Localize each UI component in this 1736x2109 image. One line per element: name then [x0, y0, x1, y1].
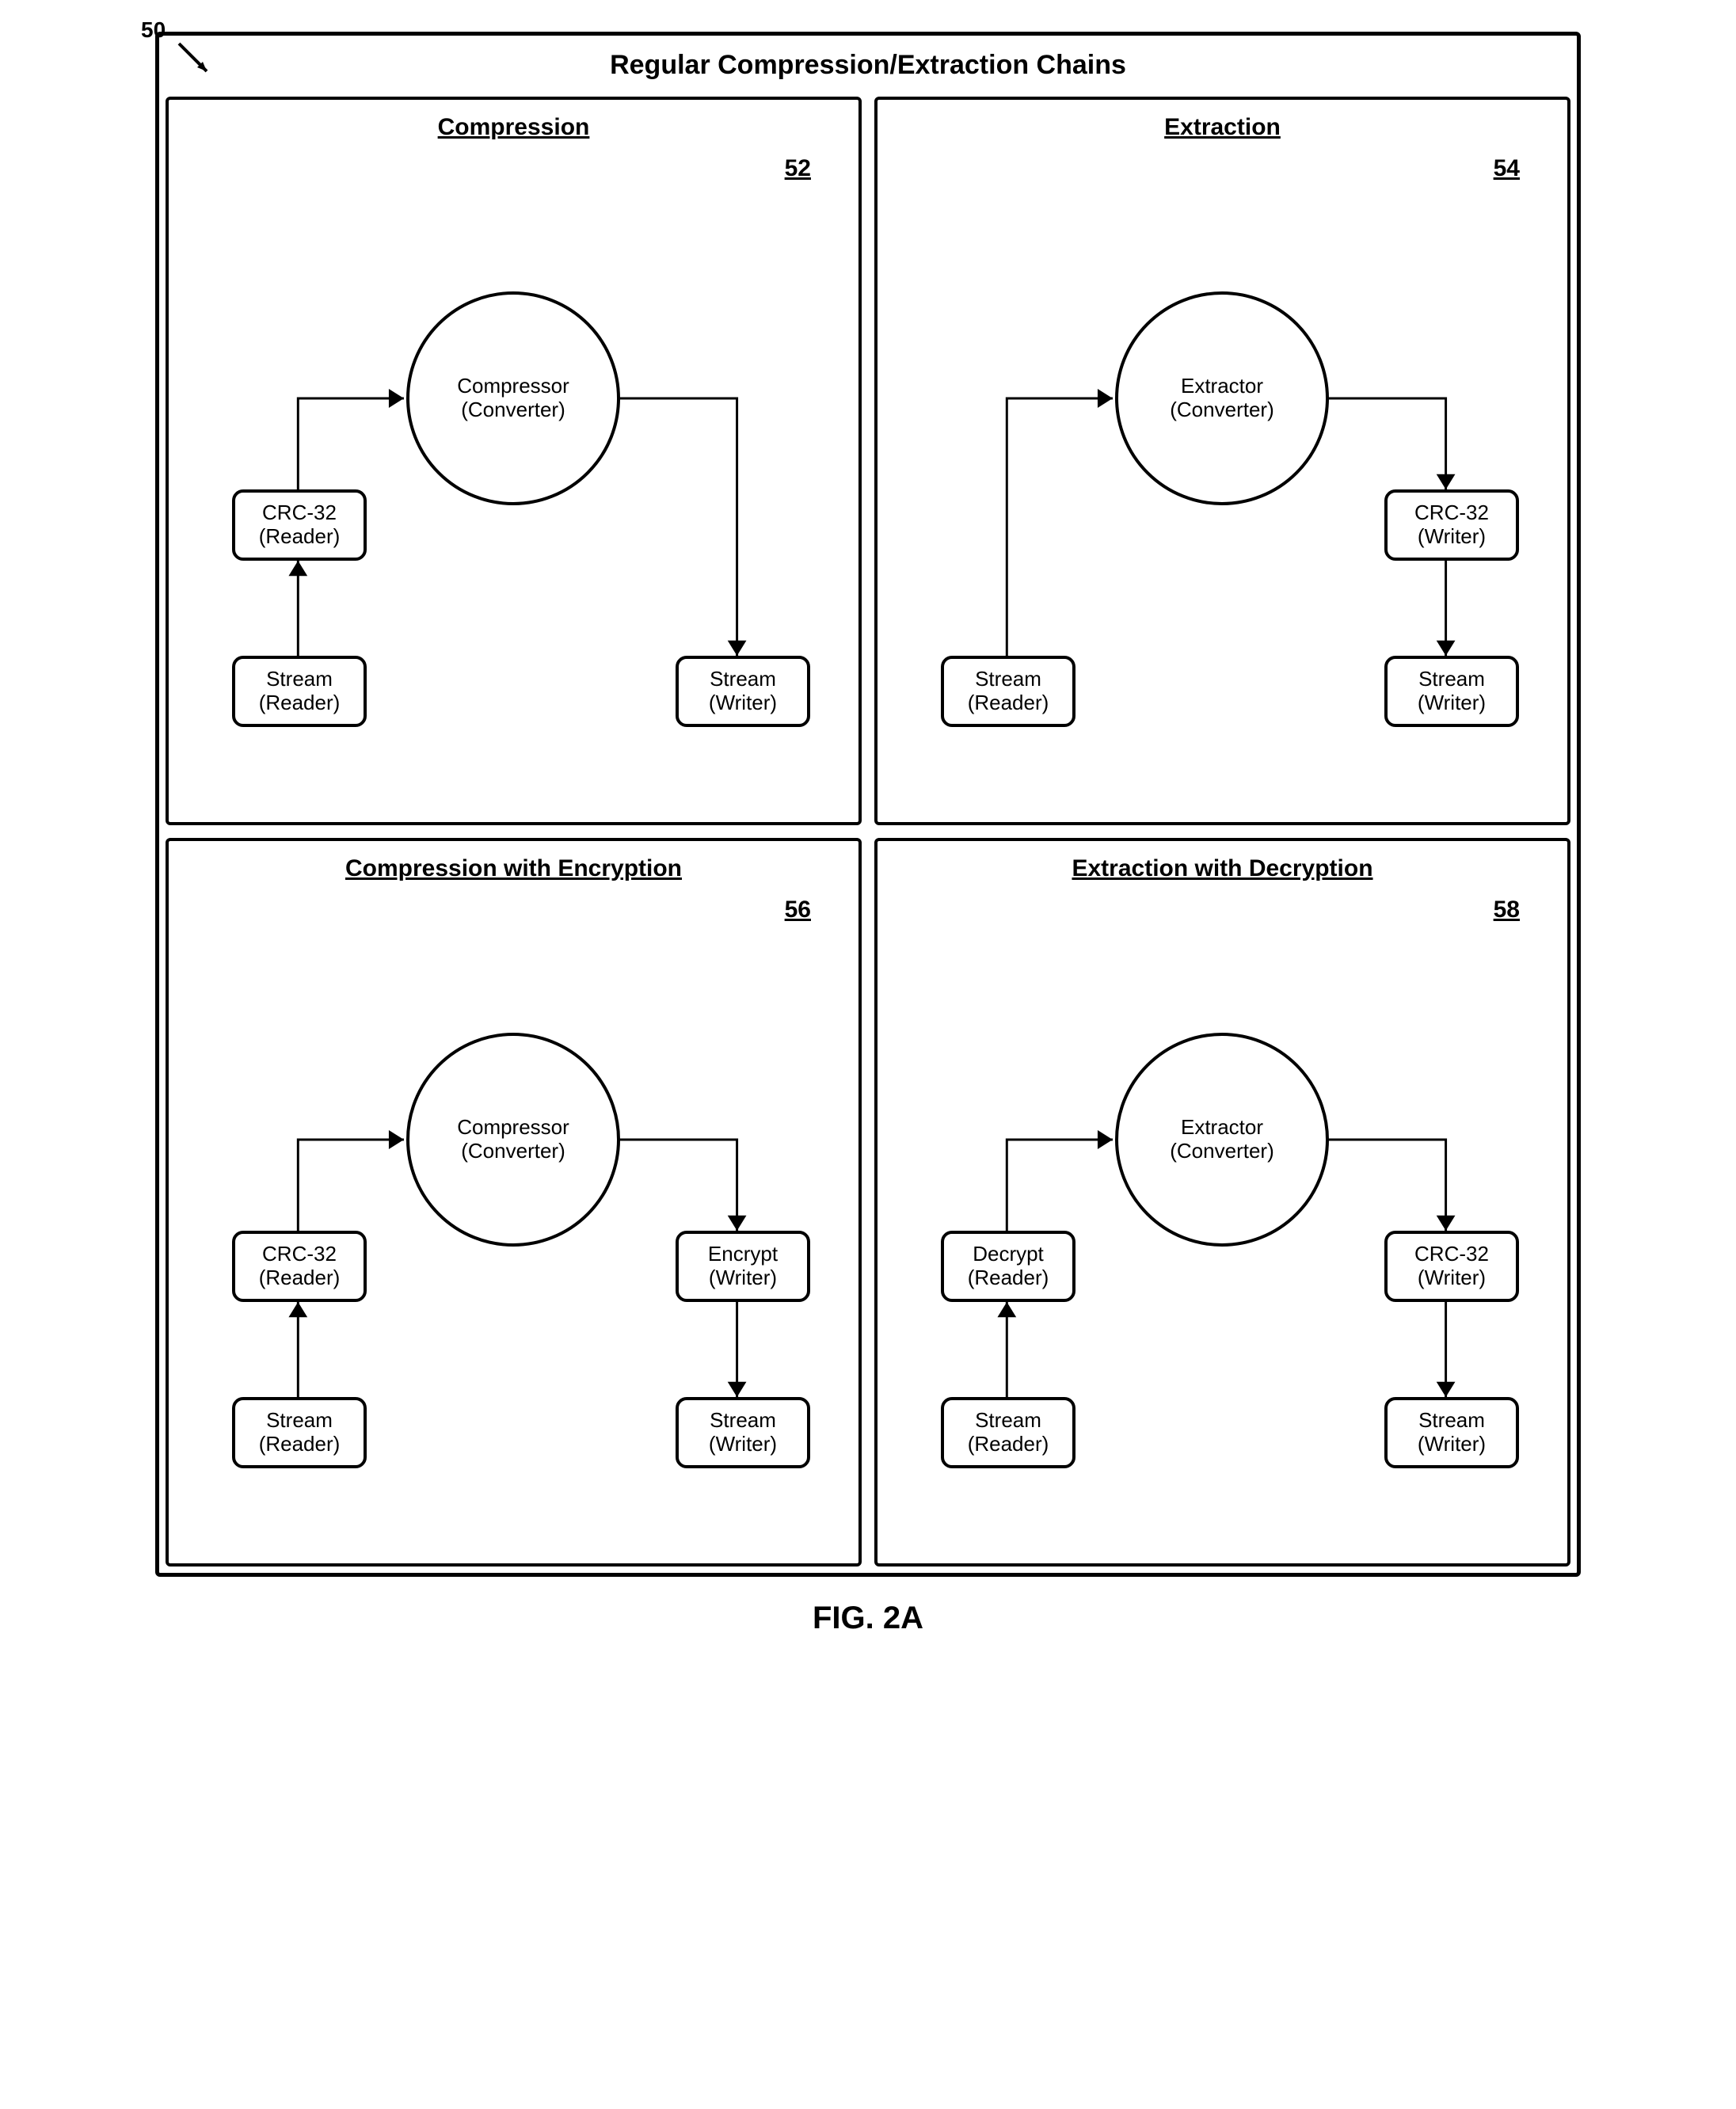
node-label-line1: CRC-32: [262, 1243, 337, 1266]
figure-caption: FIG. 2A: [155, 1601, 1581, 1636]
node-label-line1: Stream: [266, 1409, 333, 1433]
diagram-area: Stream (Reader) CRC-32 (Reader) Compress…: [169, 149, 858, 798]
node-extraction-decryption-dec: Decrypt (Reader): [941, 1231, 1075, 1302]
node-label-line2: (Writer): [1418, 1266, 1486, 1290]
node-label-line1: CRC-32: [262, 501, 337, 525]
node-label-line1: CRC-32: [1414, 1243, 1489, 1266]
node-label-line2: (Writer): [1418, 1433, 1486, 1456]
main-title: Regular Compression/Extraction Chains: [159, 36, 1577, 90]
node-label-line1: Stream: [710, 1409, 776, 1433]
panel-title: Compression with Encryption: [169, 855, 858, 882]
panel-title: Extraction: [878, 114, 1567, 141]
node-extraction-sw: Stream (Writer): [1384, 656, 1519, 727]
node-label-line1: Compressor: [457, 375, 569, 398]
node-compression-sw: Stream (Writer): [676, 656, 810, 727]
node-label-line2: (Writer): [709, 691, 777, 715]
node-label-line2: (Converter): [461, 398, 565, 422]
node-label-line1: Stream: [266, 668, 333, 691]
node-compression-crc: CRC-32 (Reader): [232, 489, 367, 561]
main-frame: Regular Compression/Extraction Chains Co…: [155, 32, 1581, 1577]
figure-container: 50 Regular Compression/Extraction Chains…: [155, 32, 1581, 1636]
diagram-area: Stream (Reader) Extractor (Converter) CR…: [878, 149, 1567, 798]
node-extraction-decryption-crc: CRC-32 (Writer): [1384, 1231, 1519, 1302]
node-label-line2: (Converter): [1170, 1140, 1273, 1163]
node-compression-encryption-cmp: Compressor (Converter): [406, 1033, 620, 1247]
node-compression-encryption-sw: Stream (Writer): [676, 1397, 810, 1468]
node-label-line1: Extractor: [1181, 1116, 1263, 1140]
node-label-line2: (Reader): [259, 1266, 341, 1290]
node-compression-encryption-sr: Stream (Reader): [232, 1397, 367, 1468]
node-extraction-sr: Stream (Reader): [941, 656, 1075, 727]
panel-extraction: Extraction 54 Stream (Reader) Extractor …: [874, 97, 1570, 825]
node-extraction-ext: Extractor (Converter): [1115, 291, 1329, 505]
node-label-line2: (Reader): [968, 1266, 1049, 1290]
node-label-line2: (Converter): [1170, 398, 1273, 422]
ref-arrow-icon: [171, 40, 219, 79]
node-label-line1: Stream: [975, 668, 1041, 691]
diagram-area: Stream (Reader) Decrypt (Reader) Extract…: [878, 890, 1567, 1540]
panel-title: Extraction with Decryption: [878, 855, 1567, 882]
node-label-line1: Stream: [710, 668, 776, 691]
node-label-line1: CRC-32: [1414, 501, 1489, 525]
node-extraction-decryption-sr: Stream (Reader): [941, 1397, 1075, 1468]
node-label-line2: (Reader): [259, 691, 341, 715]
node-label-line1: Compressor: [457, 1116, 569, 1140]
node-label-line1: Stream: [1418, 668, 1485, 691]
node-extraction-decryption-ext: Extractor (Converter): [1115, 1033, 1329, 1247]
node-label-line2: (Writer): [709, 1433, 777, 1456]
node-extraction-decryption-sw: Stream (Writer): [1384, 1397, 1519, 1468]
node-extraction-crc: CRC-32 (Writer): [1384, 489, 1519, 561]
node-label-line2: (Reader): [968, 1433, 1049, 1456]
node-label-line1: Stream: [1418, 1409, 1485, 1433]
node-label-line2: (Reader): [968, 691, 1049, 715]
node-compression-encryption-crc: CRC-32 (Reader): [232, 1231, 367, 1302]
panels-grid: Compression 52 Stream (Reader) CRC-32 (R…: [159, 90, 1577, 1573]
node-compression-sr: Stream (Reader): [232, 656, 367, 727]
diagram-area: Stream (Reader) CRC-32 (Reader) Compress…: [169, 890, 858, 1540]
node-label-line1: Encrypt: [708, 1243, 778, 1266]
panel-compression: Compression 52 Stream (Reader) CRC-32 (R…: [166, 97, 862, 825]
node-compression-encryption-enc: Encrypt (Writer): [676, 1231, 810, 1302]
node-label-line2: (Writer): [709, 1266, 777, 1290]
node-label-line2: (Reader): [259, 1433, 341, 1456]
node-label-line1: Stream: [975, 1409, 1041, 1433]
panel-title: Compression: [169, 114, 858, 141]
node-label-line1: Extractor: [1181, 375, 1263, 398]
node-label-line1: Decrypt: [973, 1243, 1044, 1266]
node-label-line2: (Reader): [259, 525, 341, 549]
panel-compression-encryption: Compression with Encryption 56 Stream (R…: [166, 838, 862, 1567]
node-compression-cmp: Compressor (Converter): [406, 291, 620, 505]
node-label-line2: (Writer): [1418, 525, 1486, 549]
panel-extraction-decryption: Extraction with Decryption 58 Stream (Re…: [874, 838, 1570, 1567]
node-label-line2: (Writer): [1418, 691, 1486, 715]
node-label-line2: (Converter): [461, 1140, 565, 1163]
outer-ref-label: 50: [141, 17, 166, 43]
